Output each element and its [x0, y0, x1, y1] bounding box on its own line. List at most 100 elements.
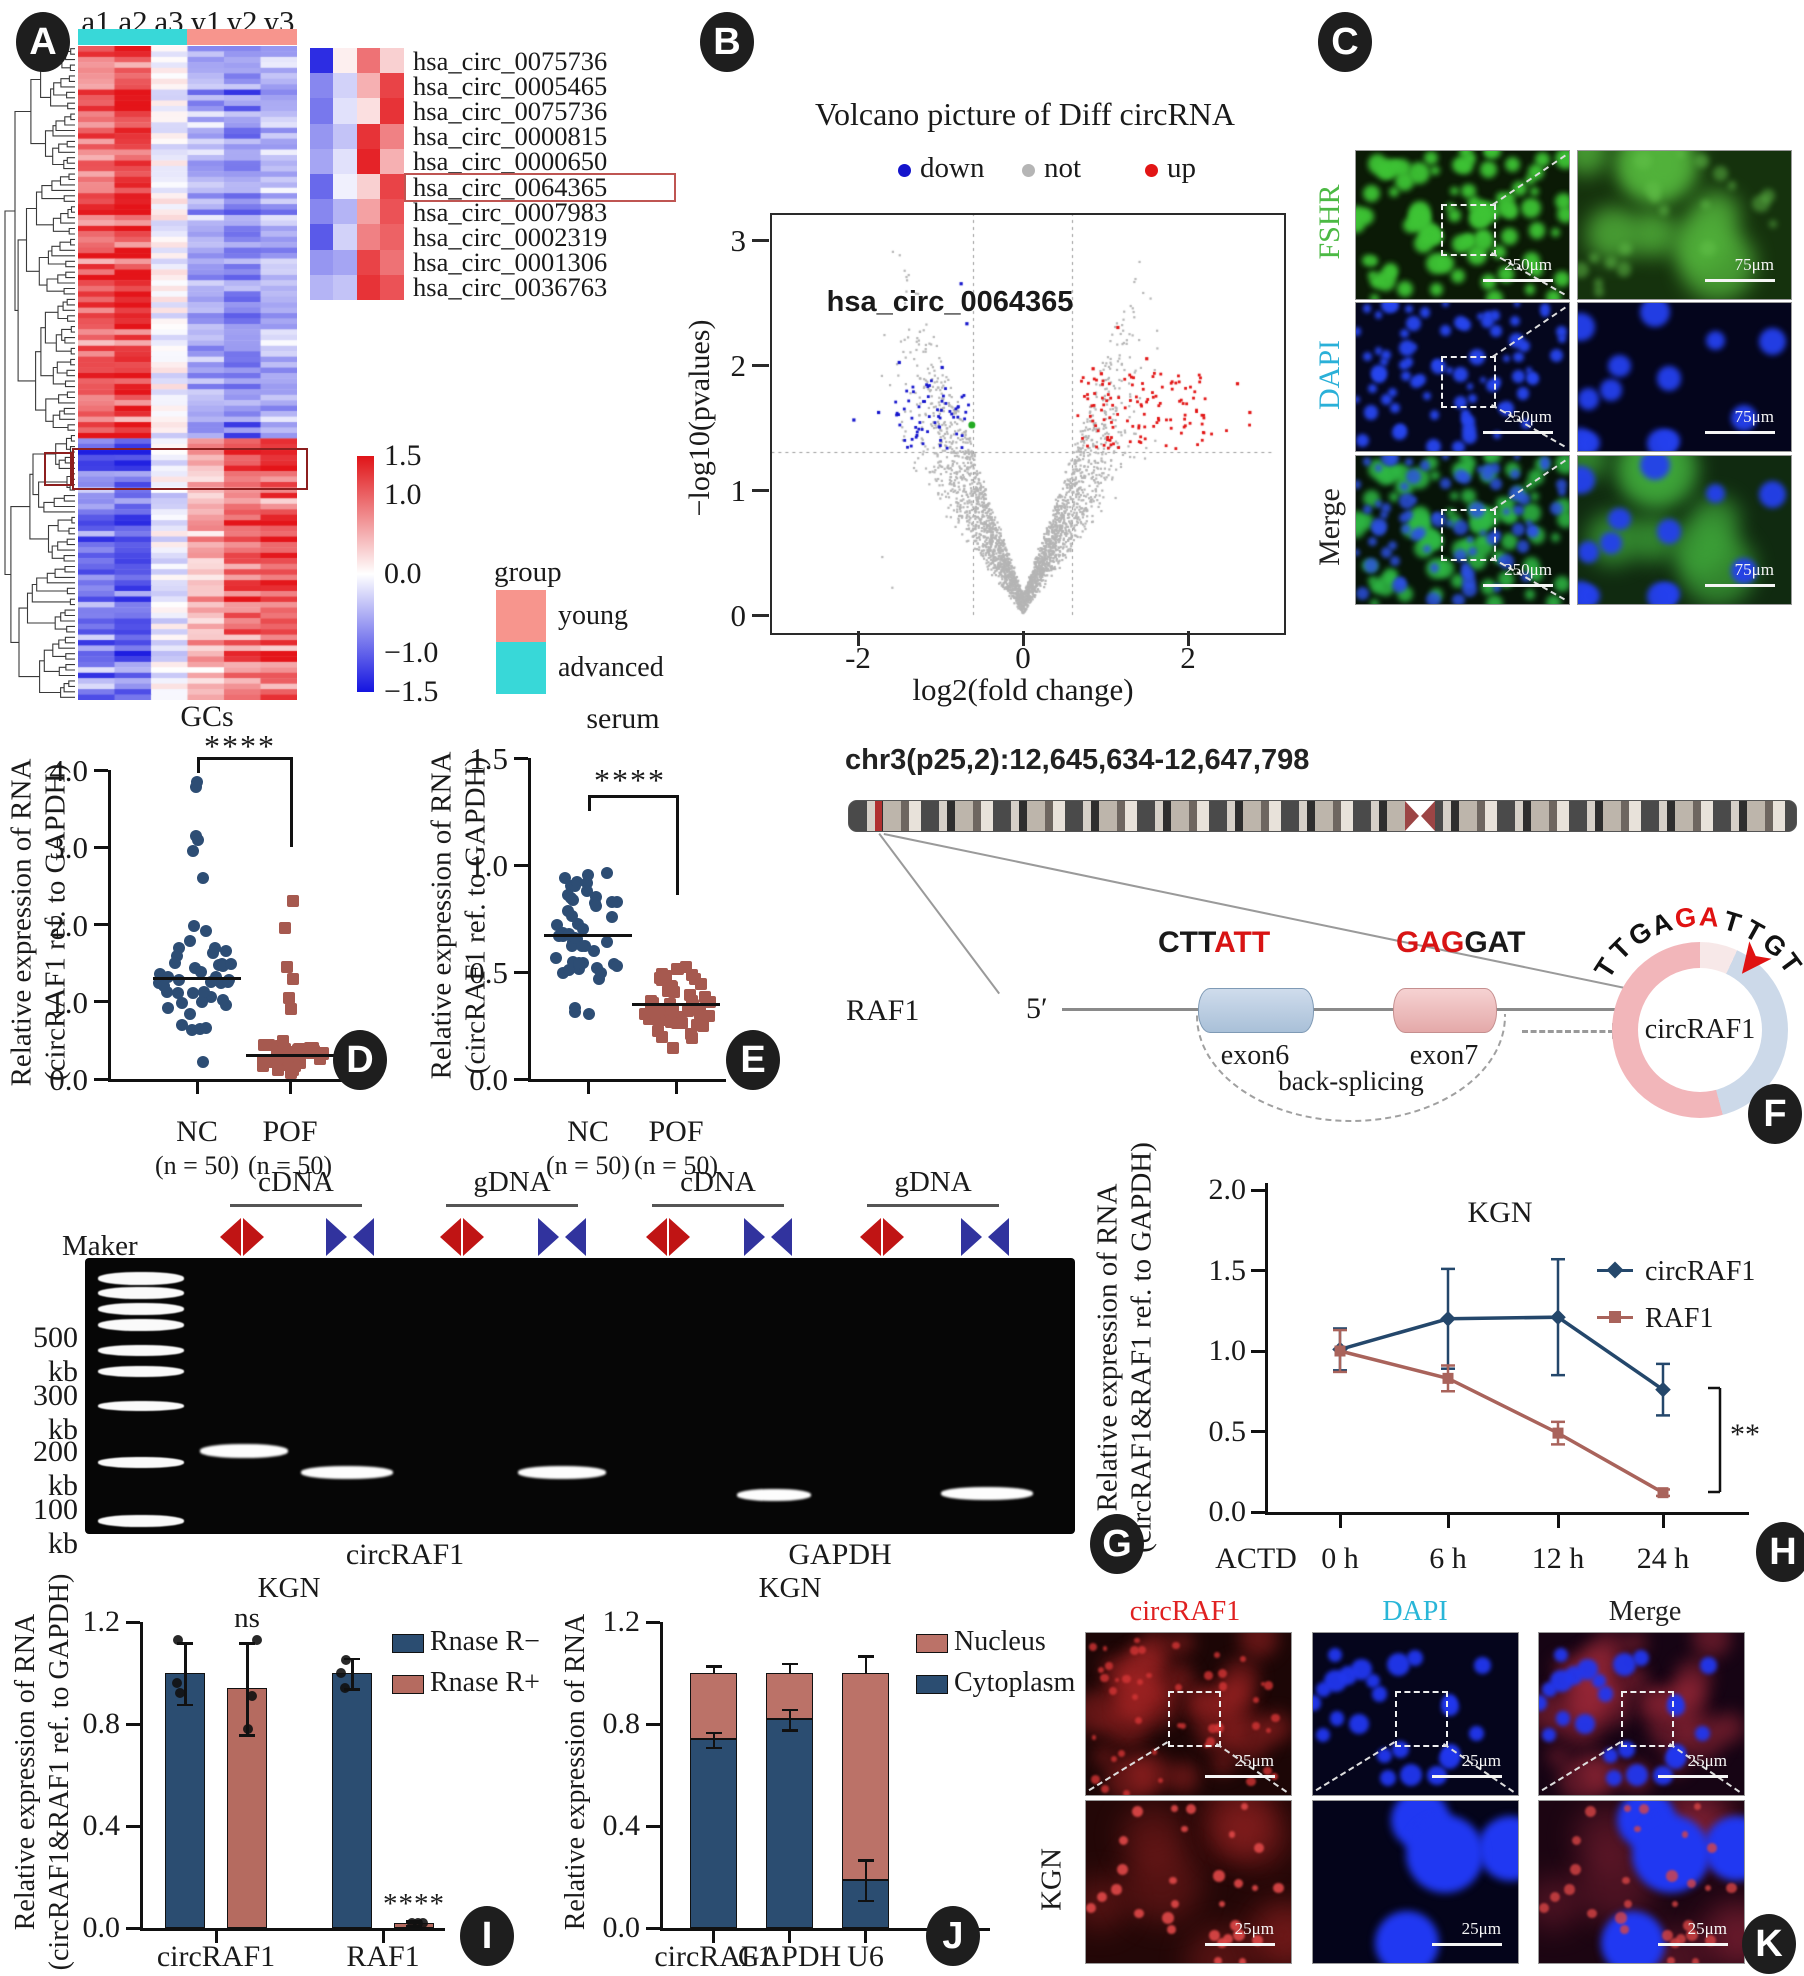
- cell-blob: [1230, 1809, 1289, 1868]
- cell-blob: [1171, 1899, 1180, 1908]
- sub-heatmap-cell: [379, 48, 404, 74]
- data-point-NC: [176, 997, 189, 1010]
- convergent-primer-icon: [326, 1218, 347, 1256]
- cell-blob: [1553, 1647, 1569, 1662]
- cell-blob: [1495, 497, 1508, 509]
- cell-blob: [1261, 1910, 1291, 1963]
- cell-blob: [1726, 1882, 1738, 1894]
- bar-ylabel-line1: Relative expression of RNA: [10, 1613, 41, 1931]
- cell-blob: [1432, 360, 1441, 368]
- inset-box: [1441, 509, 1497, 561]
- cell-blob: [1578, 261, 1590, 279]
- gel-marker-label: Maker: [62, 1230, 138, 1262]
- cell-blob: [1516, 540, 1530, 553]
- cell-blob: [1218, 1682, 1228, 1692]
- rnase-chart-title: KGN: [257, 1572, 321, 1604]
- category-label: circRAF1: [654, 1940, 773, 1973]
- error-cap: [344, 1657, 360, 1661]
- line-chart-svg: [1332, 1257, 1722, 1499]
- sub-heatmap-cell: [333, 73, 357, 99]
- data-point-POF: [283, 991, 296, 1004]
- data-point-NC: [184, 1008, 197, 1021]
- replicate-dot: [251, 1634, 262, 1645]
- cell-blob: [1410, 343, 1418, 351]
- cell-blob: [1676, 151, 1685, 159]
- donor-seq: CTTATT: [1158, 926, 1271, 959]
- cell-blob: [1601, 1911, 1665, 1963]
- y-axis: [108, 770, 111, 1081]
- dendrogram: [4, 48, 75, 698]
- replicate-dot: [341, 1655, 352, 1666]
- data-point-NC: [590, 900, 603, 913]
- cell-blob: [1666, 1869, 1678, 1882]
- cell-blob: [1399, 481, 1409, 491]
- img-dapi-zoom: 25μm: [1312, 1800, 1519, 1964]
- cell-blob: [1168, 1762, 1200, 1793]
- img-dapi-wide: 25μm: [1312, 1632, 1519, 1796]
- cell-blob: [1136, 1679, 1143, 1686]
- cell-blob: [1693, 1803, 1701, 1811]
- cell-blob: [1130, 1645, 1140, 1655]
- locus-band: [875, 801, 882, 831]
- cell-blob: [1408, 161, 1431, 184]
- ytick-mark: [514, 756, 528, 760]
- cell-blob: [1419, 307, 1431, 318]
- cell-blob: [1492, 430, 1501, 439]
- replicate-dot: [413, 1917, 424, 1928]
- cell-blob: [1633, 1650, 1649, 1666]
- cell-blob: [1406, 469, 1421, 485]
- cell-blob: [1647, 582, 1676, 604]
- divergent-primer-icon: [860, 1218, 881, 1256]
- cell-blob: [1387, 1652, 1411, 1676]
- ytick-label: 1.2: [82, 1605, 121, 1638]
- group-strip-advanced: [78, 29, 187, 45]
- data-point-POF: [666, 981, 679, 994]
- scalebar-label: 25μm: [1461, 1751, 1501, 1770]
- cell-blob: [1363, 405, 1379, 420]
- sig-bracket-r: [290, 757, 293, 847]
- ladder-band: [98, 1457, 184, 1468]
- cell-blob: [1217, 1801, 1276, 1856]
- cell-blob: [1600, 379, 1622, 401]
- cell-blob: [1218, 1669, 1228, 1679]
- cell-blob: [1398, 359, 1409, 370]
- sig-bracket-r: [676, 795, 679, 895]
- data-point-POF: [638, 1008, 651, 1021]
- cell-blob: [1460, 183, 1476, 199]
- channel-header-Merge: Merge: [1608, 1596, 1682, 1627]
- cell-blob: [1682, 1919, 1694, 1931]
- cell-blob: [1510, 469, 1521, 480]
- group-n-label: (n = 50): [634, 1151, 718, 1180]
- cell-blob: [1571, 1835, 1582, 1846]
- volcano-xlabel: log2(fold change): [912, 672, 1134, 707]
- cell-blob: [1460, 567, 1472, 578]
- cell-blob: [1391, 465, 1401, 475]
- xtick-mark: [586, 1082, 590, 1094]
- ytick-label: 0.0: [49, 1062, 88, 1097]
- sub-heatmap-cell: [333, 48, 357, 74]
- ytick-mark: [126, 1926, 140, 1930]
- cell-blob: [1634, 1825, 1641, 1833]
- cell-blob: [1450, 491, 1459, 501]
- sub-heatmap-cell: [333, 274, 357, 301]
- cell-blob: [1645, 181, 1661, 198]
- cell-blob: [1534, 151, 1551, 167]
- img-dapi-zoom: 75μm: [1577, 302, 1792, 452]
- panel-badge-A: A: [16, 12, 70, 72]
- circ-label: hsa_circ_0002319: [413, 222, 608, 252]
- cell-blob: [1086, 1690, 1119, 1734]
- cell-blob: [1614, 1912, 1627, 1924]
- panel-badge-K: K: [1742, 1914, 1796, 1974]
- cell-blob: [1521, 419, 1531, 429]
- ytick-mark: [1251, 1430, 1265, 1433]
- cell-blob: [1498, 557, 1505, 564]
- xtick-mark: [381, 1931, 385, 1943]
- sub-heatmap-cell: [356, 274, 381, 301]
- cell-blob: [1161, 1912, 1174, 1924]
- sub-heatmap-cell: [310, 98, 334, 125]
- cell-blob: [1362, 254, 1374, 267]
- legend-swatch-advanced: [496, 642, 546, 694]
- cell-blob: [1381, 503, 1392, 514]
- cell-blob: [1365, 1673, 1381, 1689]
- replicate-dot: [172, 1678, 183, 1689]
